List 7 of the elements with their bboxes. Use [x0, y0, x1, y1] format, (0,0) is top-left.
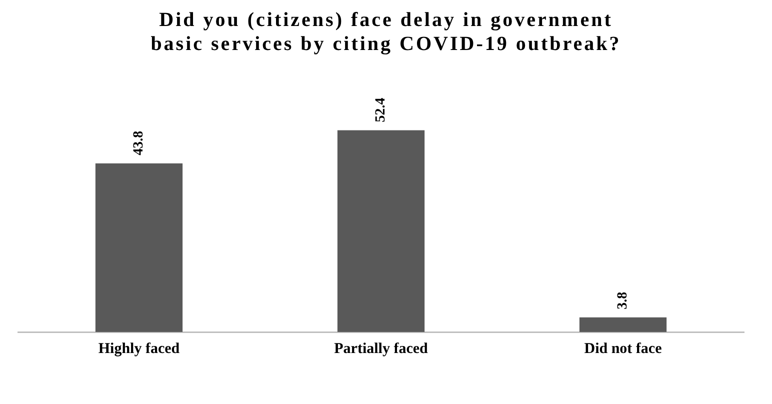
- chart-title: Did you (citizens) face delay in government basic services by citing COVID-19 outbreak?: [150, 8, 622, 56]
- data-label: 52.4: [374, 98, 389, 122]
- data-label: 3.8: [616, 292, 631, 310]
- data-label: 43.8: [132, 130, 147, 156]
- x-tick-label: Highly faced: [98, 340, 180, 357]
- x-tick-label: Did not face: [584, 340, 662, 357]
- x-tick-label: Partially faced: [334, 340, 429, 357]
